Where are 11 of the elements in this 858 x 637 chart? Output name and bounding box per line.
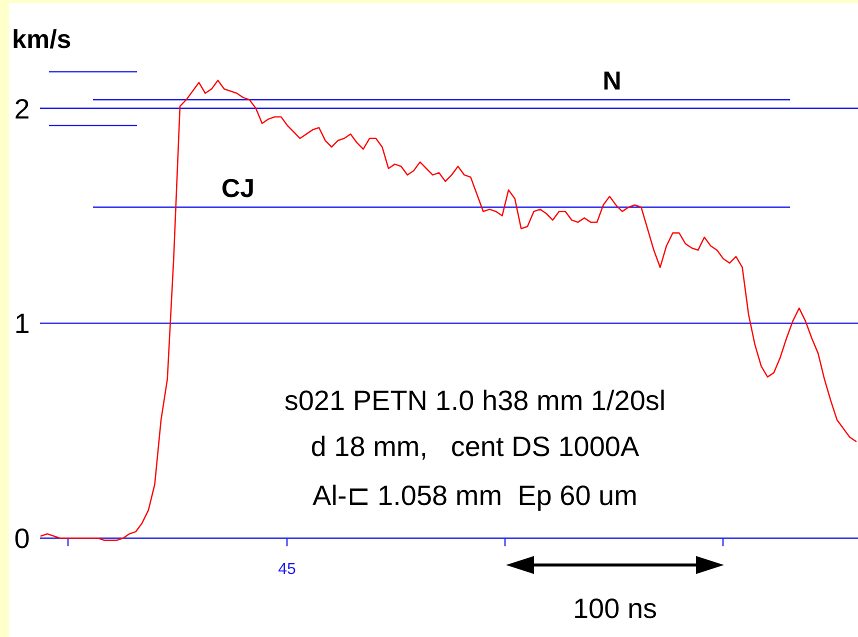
y-tick-label: 1 xyxy=(14,308,30,340)
ref-line-label: N xyxy=(602,66,622,96)
y-tick-label: 0 xyxy=(14,523,30,554)
ref-line-label: CJ xyxy=(221,173,255,204)
y-axis-title: km/s xyxy=(12,24,72,54)
annotation: Al-⊏ 1.058 mm Ep 60 um xyxy=(312,480,638,511)
annotation: 45 xyxy=(278,561,296,578)
annotation: s021 PETN 1.0 h38 mm 1/20sl xyxy=(284,385,666,416)
annotation: d 18 mm, cent DS 1000A xyxy=(310,431,640,462)
annotation: 100 ns xyxy=(572,593,658,624)
y-tick-label: 2 xyxy=(14,93,30,124)
